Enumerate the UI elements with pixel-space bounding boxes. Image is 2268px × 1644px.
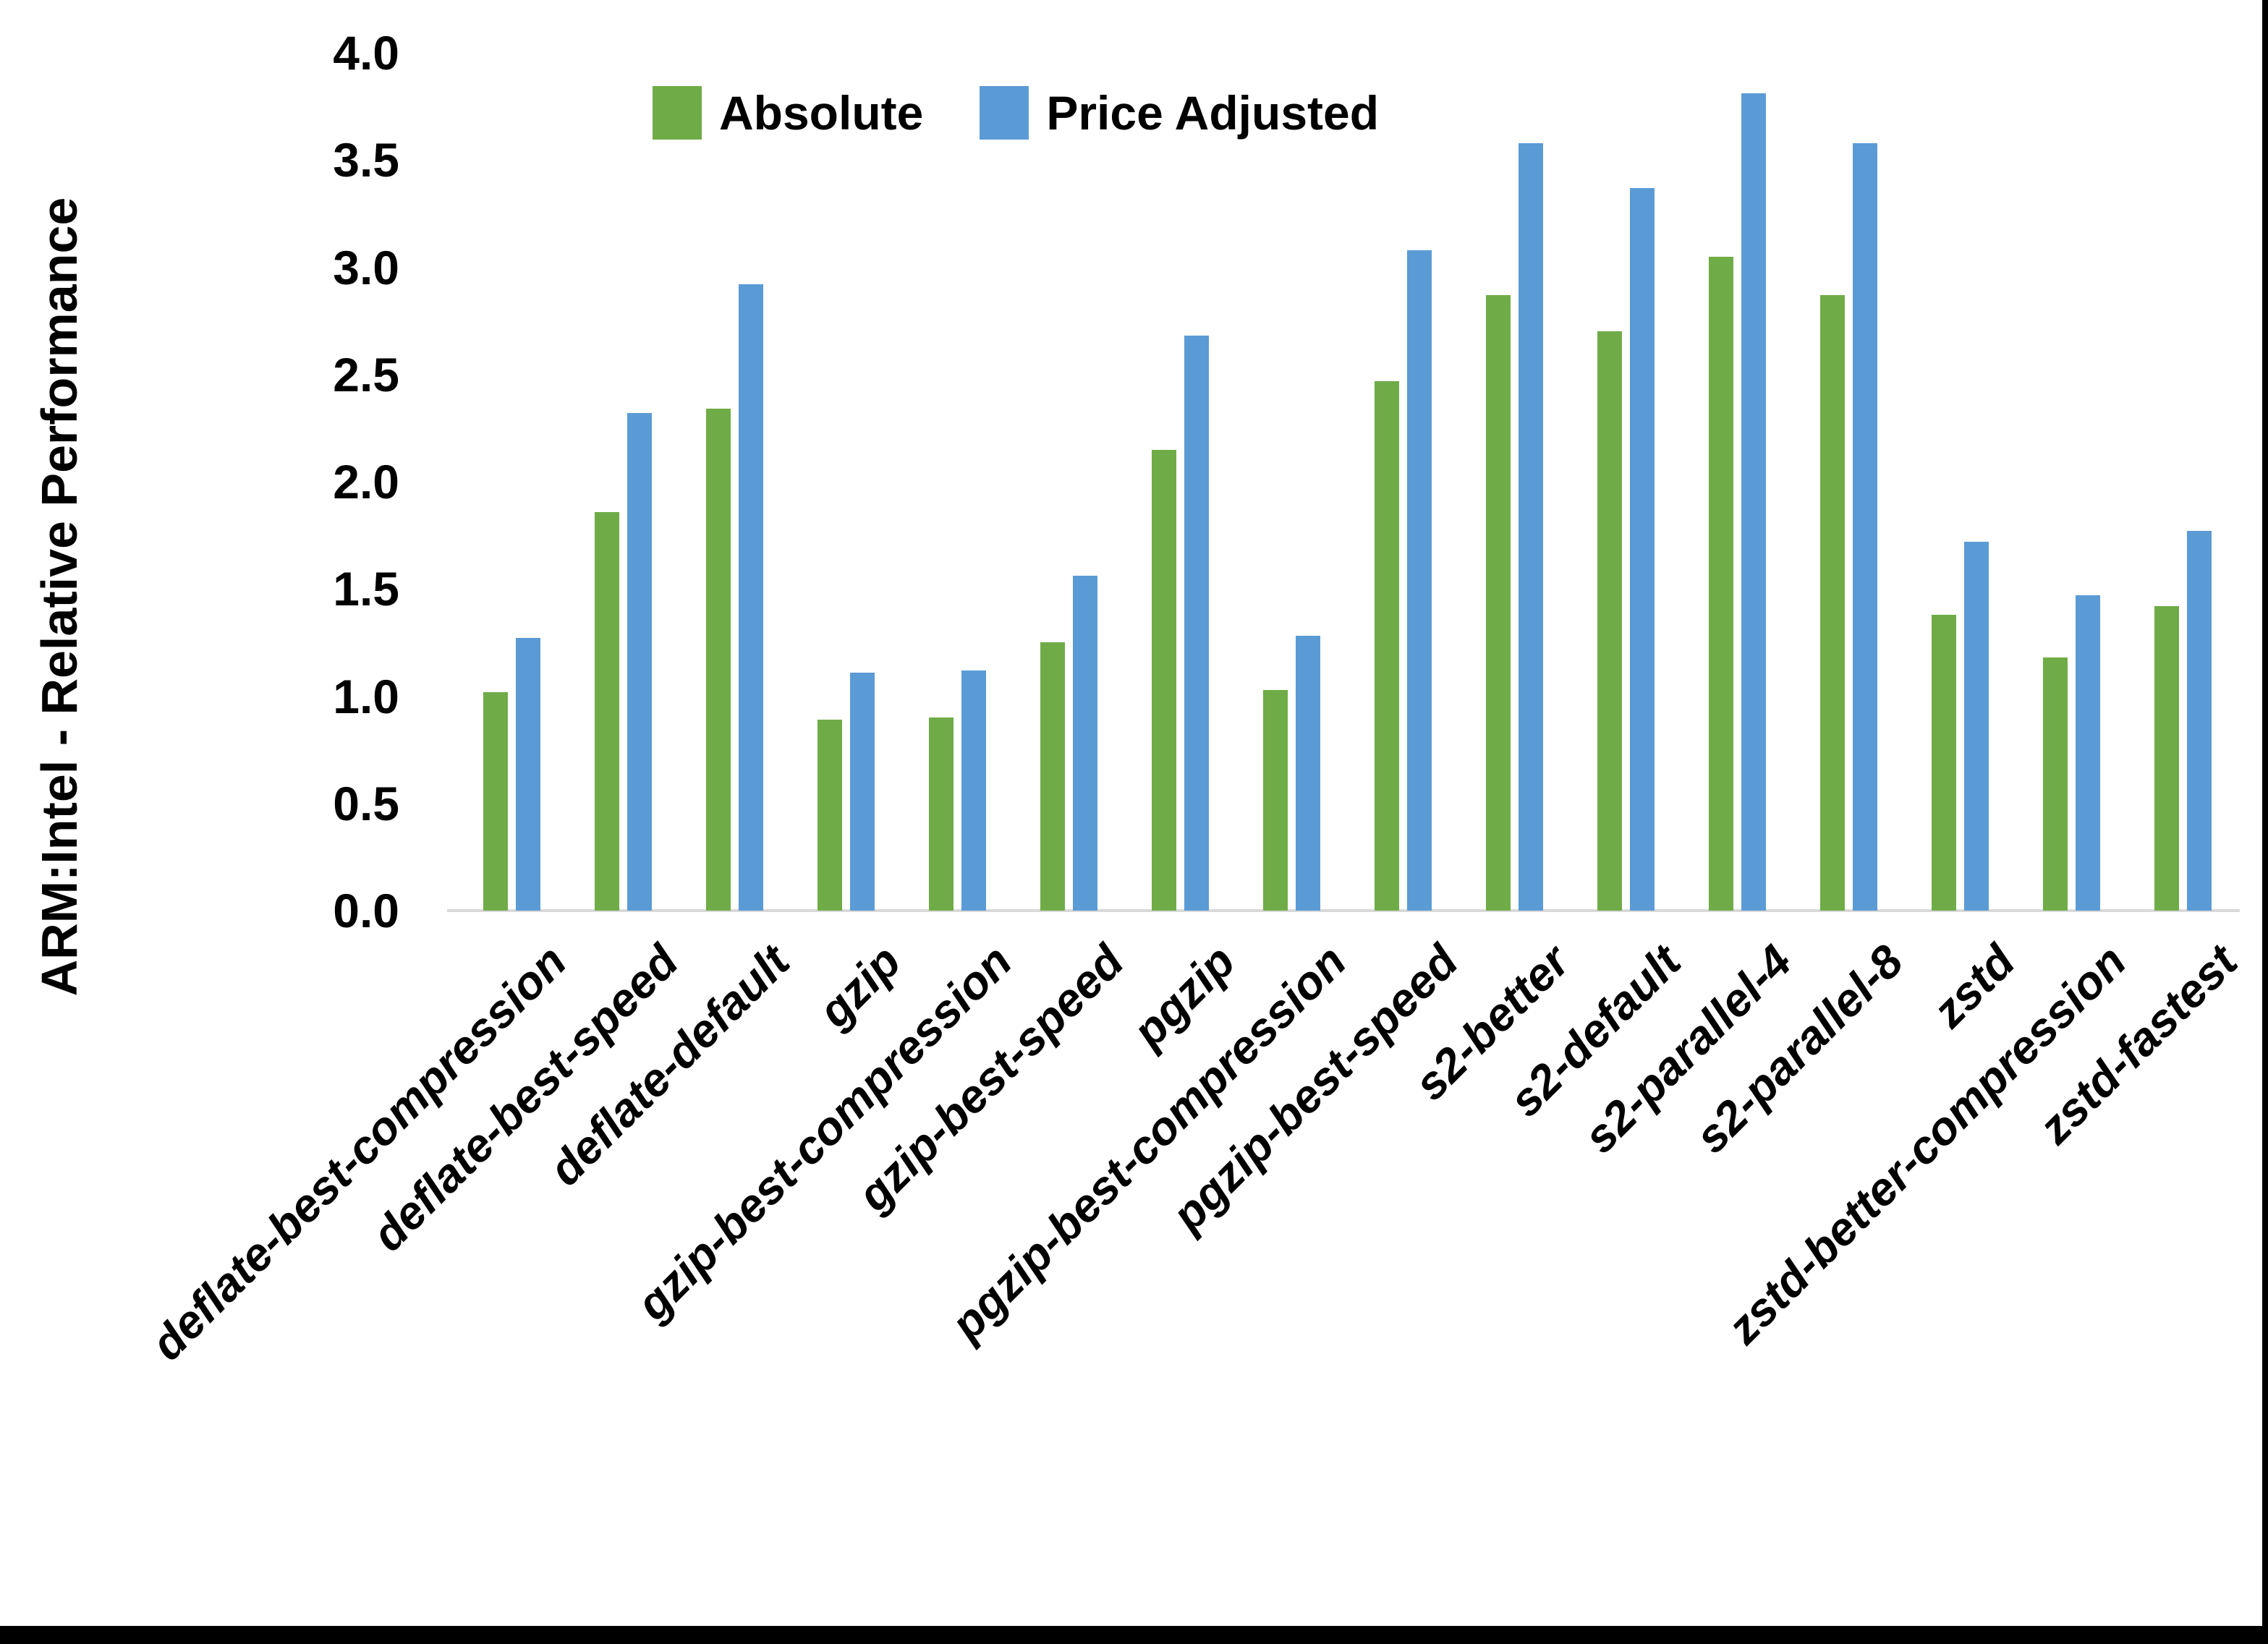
bar-absolute-deflate-default	[705, 409, 731, 911]
bar-price-adjusted-zstd	[1963, 542, 1989, 911]
bar-price-adjusted-s2-default	[1629, 188, 1655, 911]
legend-label: Absolute	[719, 86, 924, 140]
bar-price-adjusted-gzip-best-speed	[1072, 576, 1097, 911]
bar-absolute-zstd-better-compression	[2042, 657, 2068, 911]
y-tick-label: 0.5	[333, 776, 399, 830]
y-tick-label: 3.0	[333, 240, 399, 294]
bar-price-adjusted-zstd-better-compression	[2075, 595, 2100, 911]
bar-price-adjusted-zstd-fastest	[2186, 531, 2212, 911]
bar-absolute-pgzip-best-speed	[1374, 381, 1399, 911]
bar-price-adjusted-s2-parallel-4	[1741, 93, 1766, 911]
y-tick-label: 2.5	[333, 347, 399, 401]
plot-area	[456, 53, 2239, 911]
bar-absolute-s2-parallel-8	[1819, 295, 1845, 911]
legend-item-price-adjusted: Price Adjusted	[980, 85, 1379, 140]
bar-price-adjusted-s2-better	[1518, 143, 1543, 911]
y-tick-label: 1.5	[333, 562, 399, 616]
bar-price-adjusted-pgzip-best-compression	[1295, 636, 1320, 911]
bar-absolute-zstd	[1931, 615, 1956, 911]
bar-absolute-s2-better	[1485, 295, 1511, 911]
chart-legend: Absolute Price Adjusted	[653, 85, 1379, 140]
bar-absolute-s2-parallel-4	[1708, 257, 1733, 911]
legend-label: Price Adjusted	[1046, 86, 1380, 140]
bar-price-adjusted-s2-parallel-8	[1852, 143, 1877, 911]
legend-item-absolute: Absolute	[653, 85, 923, 140]
y-tick-label: 4.0	[333, 26, 399, 80]
legend-swatch-icon	[980, 86, 1029, 140]
x-axis-label-deflate-best-compression: deflate-best-compression	[140, 934, 577, 1371]
bar-price-adjusted-gzip-best-compression	[961, 670, 986, 911]
bar-absolute-deflate-best-speed	[594, 512, 619, 911]
y-tick-label: 2.0	[333, 455, 399, 508]
y-tick-label: 0.0	[333, 884, 399, 937]
bar-absolute-s2-default	[1597, 331, 1622, 911]
bar-absolute-gzip	[817, 720, 842, 911]
bar-absolute-gzip-best-compression	[928, 717, 954, 911]
bar-price-adjusted-gzip	[849, 673, 875, 911]
bar-price-adjusted-pgzip	[1184, 336, 1209, 911]
bar-price-adjusted-deflate-default	[738, 284, 763, 911]
bar-price-adjusted-deflate-best-compression	[515, 638, 540, 911]
bar-price-adjusted-pgzip-best-speed	[1406, 250, 1432, 911]
bar-absolute-gzip-best-speed	[1040, 642, 1065, 911]
bar-absolute-deflate-best-compression	[483, 692, 508, 911]
bar-absolute-pgzip-best-compression	[1262, 690, 1288, 911]
y-tick-label: 1.0	[333, 669, 399, 723]
bar-price-adjusted-deflate-best-speed	[627, 413, 652, 911]
legend-swatch-icon	[653, 86, 702, 140]
bar-absolute-zstd-fastest	[2154, 606, 2179, 911]
x-axis-line	[447, 909, 2240, 912]
bar-absolute-pgzip	[1151, 450, 1176, 911]
y-tick-label: 3.5	[333, 133, 399, 187]
